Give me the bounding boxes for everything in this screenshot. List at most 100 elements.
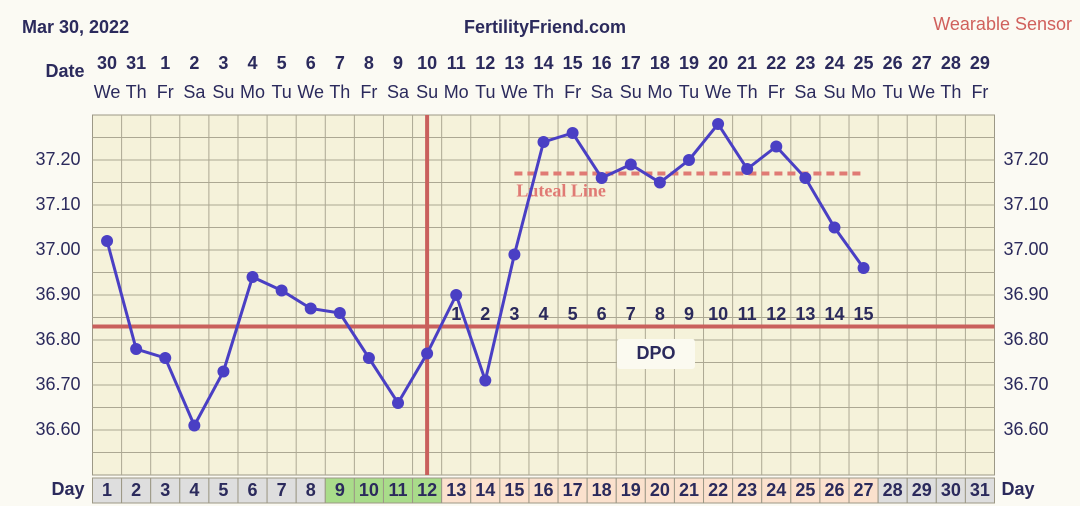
date-label: 30: [97, 53, 117, 73]
weekday-label: Fr: [768, 82, 785, 102]
day-number: 7: [277, 480, 287, 500]
day-number: 30: [941, 480, 961, 500]
weekday-label: Th: [737, 82, 758, 102]
luteal-label: Luteal Line: [516, 181, 606, 201]
date-label: 21: [737, 53, 757, 73]
date-label: 31: [126, 53, 146, 73]
temperature-point: [508, 248, 521, 261]
day-number: 22: [708, 480, 728, 500]
date-label: 25: [854, 53, 874, 73]
day-number: 21: [679, 480, 699, 500]
weekday-label: Sa: [183, 82, 206, 102]
day-number: 24: [766, 480, 786, 500]
temperature-point: [450, 289, 463, 301]
dpo-label: 14: [824, 304, 844, 324]
dpo-label: 4: [538, 304, 548, 324]
day-number: 20: [650, 480, 670, 500]
dpo-label: 10: [708, 304, 728, 324]
day-number: 16: [533, 480, 553, 500]
day-number: 1: [102, 480, 112, 500]
y-tick-label: 36.90: [1003, 284, 1048, 304]
temperature-point: [362, 352, 375, 364]
day-number: 5: [218, 480, 228, 500]
date-label: 29: [970, 53, 990, 73]
temperature-point: [799, 172, 812, 184]
temperature-point: [246, 271, 259, 283]
dpo-label: 15: [854, 304, 874, 324]
temperature-point: [682, 154, 695, 166]
temperature-point: [828, 221, 841, 234]
dpo-label: 2: [480, 304, 490, 324]
date-label: Date: [45, 61, 84, 81]
source: Wearable Sensor: [933, 14, 1072, 34]
dpo-label: 6: [597, 304, 607, 324]
y-tick-label: 37.10: [1003, 194, 1048, 214]
weekday-label: Mo: [444, 82, 469, 102]
date-label: 18: [650, 53, 670, 73]
weekday-label: Fr: [971, 82, 988, 102]
date-label: 27: [912, 53, 932, 73]
weekday-label: Sa: [591, 82, 614, 102]
weekday-label: We: [705, 82, 732, 102]
day-cell: [732, 477, 763, 504]
day-cell: [499, 477, 530, 504]
y-tick-label: 36.70: [35, 374, 80, 394]
weekday-label: Su: [823, 82, 845, 102]
date: Mar 30, 2022: [22, 17, 129, 37]
temperature-point: [741, 163, 754, 175]
day-number: 19: [621, 480, 641, 500]
weekday-label: We: [501, 82, 528, 102]
temperature-point: [624, 158, 637, 171]
day-label: Day: [1001, 479, 1034, 499]
weekday-label: Sa: [387, 82, 410, 102]
weekday-label: Mo: [647, 82, 672, 102]
day-cell: [906, 477, 937, 504]
day-number: 9: [335, 480, 345, 500]
weekday-label: Tu: [475, 82, 495, 102]
dpo-label: 1: [451, 304, 461, 324]
dpo-box: [617, 339, 695, 369]
date-label: 10: [417, 53, 437, 73]
temperature-point: [304, 302, 317, 315]
temperature-point: [537, 136, 550, 148]
weekday-label: Su: [620, 82, 642, 102]
day-cell: [528, 477, 559, 504]
day-number: 27: [854, 480, 874, 500]
dpo-label: 13: [795, 304, 815, 324]
date-label: 3: [218, 53, 228, 73]
dpo-label: 3: [509, 304, 519, 324]
y-tick-label: 36.80: [35, 329, 80, 349]
date-label: 7: [335, 53, 345, 73]
temperature-point: [712, 118, 725, 130]
y-tick-label: 37.20: [1003, 149, 1048, 169]
dpo-label: 9: [684, 304, 694, 324]
day-number: 15: [504, 480, 524, 500]
day-number: 6: [248, 480, 258, 500]
temperature-point: [130, 343, 143, 355]
weekday-label: We: [908, 82, 935, 102]
weekday-label: Fr: [360, 82, 377, 102]
y-tick-label: 37.20: [35, 149, 80, 169]
temperature-point: [566, 127, 579, 139]
day-number: 31: [970, 480, 990, 500]
y-tick-label: 37.00: [35, 239, 80, 259]
dpo-label: 12: [766, 304, 786, 324]
day-cell: [761, 477, 792, 504]
temperature-point: [857, 262, 870, 274]
date-label: 9: [393, 53, 403, 73]
day-number: 26: [824, 480, 844, 500]
day-number: 25: [795, 480, 815, 500]
day-cell: [644, 477, 675, 504]
day-number: 23: [737, 480, 757, 500]
date-label: 19: [679, 53, 699, 73]
weekday-label: We: [297, 82, 324, 102]
y-tick-label: 36.80: [1003, 329, 1048, 349]
temperature-point: [333, 307, 346, 319]
dpo-label: 7: [626, 304, 636, 324]
date-label: 5: [277, 53, 287, 73]
date-label: 8: [364, 53, 374, 73]
day-cell: [92, 477, 123, 504]
weekday-label: Tu: [271, 82, 291, 102]
weekday-label: Mo: [240, 82, 265, 102]
date-label: 26: [883, 53, 903, 73]
